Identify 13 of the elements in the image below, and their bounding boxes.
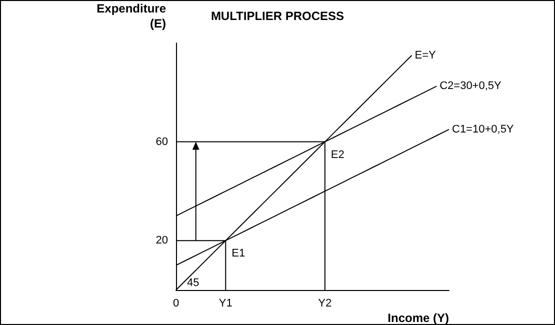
annotation: E2	[330, 148, 344, 161]
y-tick-label: 20	[156, 234, 168, 247]
x-tick-label: 0	[172, 298, 180, 310]
x-tick-label: Y1	[218, 298, 232, 310]
x-tick-label: Y2	[318, 298, 332, 310]
y-tick-label: 60	[156, 136, 168, 148]
series-label: E=Y	[414, 49, 437, 62]
chart-title: MULTIPLIER PROCESS	[210, 9, 344, 23]
y-axis-title: Expenditure (E)	[96, 2, 166, 30]
annotation: E1	[232, 248, 246, 260]
series-label: C2=30+0,5Y	[440, 80, 502, 92]
series-label: C1=10+0,5Y	[452, 123, 514, 136]
annotation: 45	[187, 277, 200, 289]
